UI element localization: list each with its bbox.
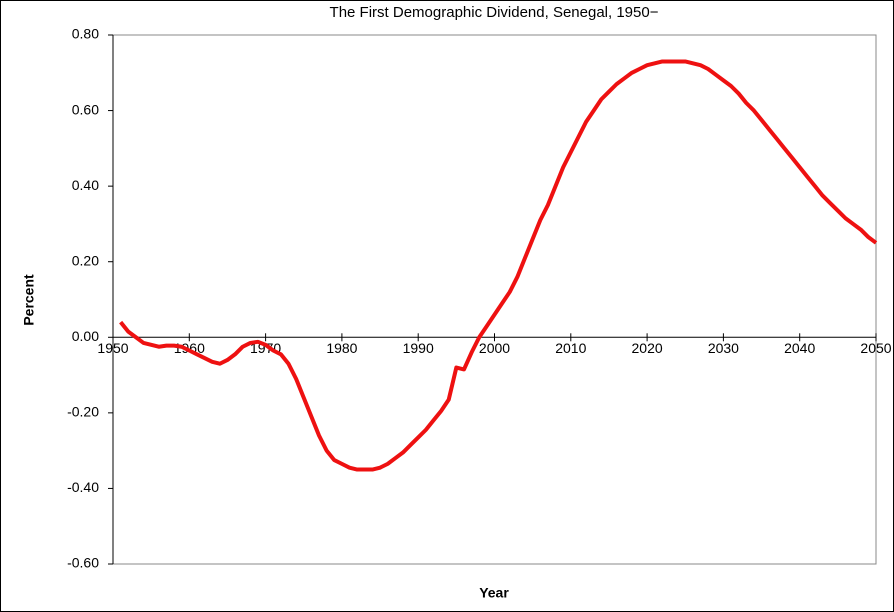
- x-tick-label: 2040: [784, 340, 815, 356]
- y-tick-label: -0.40: [67, 479, 99, 495]
- x-tick-label: 2000: [479, 340, 510, 356]
- chart-title: The First Demographic Dividend, Senegal,…: [330, 4, 659, 21]
- y-tick-label: -0.60: [67, 555, 99, 571]
- plot-area: [112, 34, 877, 565]
- y-tick-label: 0.60: [72, 101, 99, 117]
- x-tick-label: 1990: [403, 340, 434, 356]
- data-line: [119, 59, 878, 472]
- x-tick-label: 2010: [555, 340, 586, 356]
- x-tick-label: 1950: [97, 340, 128, 356]
- x-tick-label: 2020: [632, 340, 663, 356]
- x-tick-label: 1960: [174, 340, 205, 356]
- y-tick-label: 0.40: [72, 177, 99, 193]
- y-axis-title: Percent: [21, 274, 37, 326]
- x-axis-title: Year: [479, 585, 509, 601]
- y-tick-label: 0.80: [72, 26, 99, 42]
- x-tick-label: 2030: [708, 340, 739, 356]
- y-tick-label: 0.00: [72, 328, 99, 344]
- y-tick-label: 0.20: [72, 252, 99, 268]
- y-tick-label: -0.20: [67, 404, 99, 420]
- x-tick-label: 1980: [326, 340, 357, 356]
- x-tick-label: 2050: [860, 340, 891, 356]
